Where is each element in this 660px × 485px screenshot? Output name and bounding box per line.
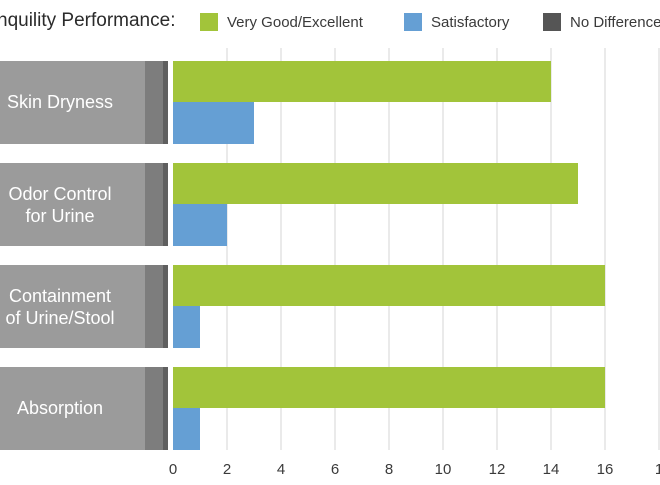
category-label-edge-shadow <box>163 163 168 246</box>
x-tick-label: 2 <box>223 461 231 478</box>
legend-label-satisfactory: Satisfactory <box>431 14 510 31</box>
legend: nquility Performance: Very Good/Excellen… <box>0 0 660 48</box>
bar-very-good-excellent <box>173 265 605 306</box>
category-label: Absorption <box>0 397 130 419</box>
bar-satisfactory <box>173 408 200 450</box>
x-tick-label: 10 <box>435 461 452 478</box>
category-label-edge-shadow <box>163 265 168 348</box>
category-label-box <box>0 265 145 348</box>
category-label: Skin Dryness <box>0 91 130 113</box>
bar-very-good-excellent <box>173 367 605 408</box>
x-tick-label: 16 <box>597 461 614 478</box>
legend-title: nquility Performance: <box>0 10 176 31</box>
x-tick-label: 6 <box>331 461 339 478</box>
category-label-edge <box>145 61 167 144</box>
x-tick-label: 1 <box>655 461 660 478</box>
category-label: Containment of Urine/Stool <box>0 285 130 329</box>
x-tick-label: 14 <box>543 461 560 478</box>
category-label-edge-shadow <box>163 61 168 144</box>
category-label-line2: for Urine <box>25 206 95 226</box>
category-label-line1: Odor Control <box>8 184 112 204</box>
category-label-box <box>0 367 145 450</box>
category-label-line1: Absorption <box>16 398 104 418</box>
category-label: Odor Control for Urine <box>0 183 130 227</box>
category-label-edge-shadow <box>163 367 168 450</box>
x-tick-label: 4 <box>277 461 285 478</box>
bar-satisfactory <box>173 306 200 348</box>
category-label-box <box>0 163 145 246</box>
legend-label-no-difference: No Difference <box>570 14 660 31</box>
category-label-line1: Skin Dryness <box>6 92 114 112</box>
category-label-line1: Containment <box>8 286 112 306</box>
bar-very-good-excellent <box>173 61 551 102</box>
category-label-edge <box>145 163 167 246</box>
category-label-edge <box>145 367 167 450</box>
x-tick-label: 0 <box>169 461 177 478</box>
legend-swatch-no-difference <box>543 13 561 31</box>
bar-satisfactory <box>173 102 254 144</box>
legend-swatch-very-good <box>200 13 218 31</box>
bar-satisfactory <box>173 204 227 246</box>
bar-very-good-excellent <box>173 163 578 204</box>
x-tick-label: 12 <box>489 461 506 478</box>
category-label-edge <box>145 265 167 348</box>
x-tick-label: 8 <box>385 461 393 478</box>
legend-label-very-good: Very Good/Excellent <box>227 14 363 31</box>
category-label-box <box>0 61 145 144</box>
category-label-line2: of Urine/Stool <box>5 308 115 328</box>
legend-swatch-satisfactory <box>404 13 422 31</box>
